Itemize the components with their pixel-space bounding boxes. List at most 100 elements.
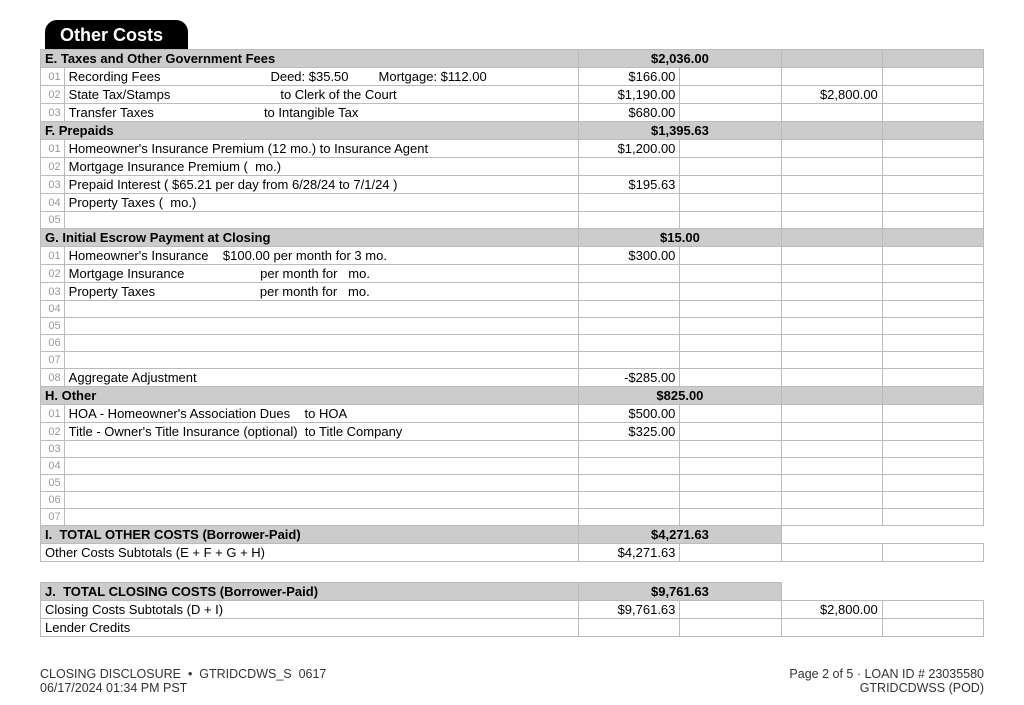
line-number: 03 — [41, 441, 65, 458]
closing-desc: Closing Costs Subtotals (D + I) — [41, 601, 579, 619]
amount-col-1 — [579, 509, 680, 526]
line-description: State Tax/Stampsto Clerk of the Court — [64, 86, 579, 104]
amount-col-2 — [680, 509, 781, 526]
amount-col-4 — [882, 509, 983, 526]
line-description: Aggregate Adjustment — [64, 369, 579, 387]
amount-col-3 — [781, 405, 882, 423]
amount-col-3 — [781, 492, 882, 509]
line-description — [64, 475, 579, 492]
line-item: 03Transfer Taxesto Intangible Tax$680.00 — [41, 104, 984, 122]
line-item: 06 — [41, 492, 984, 509]
amount-col-1: $325.00 — [579, 423, 680, 441]
amount-col-4 — [882, 475, 983, 492]
amount-col-4 — [882, 68, 983, 86]
amount-col-1 — [579, 283, 680, 301]
total-other-costs-row: I. TOTAL OTHER COSTS (Borrower-Paid)$4,2… — [41, 526, 984, 544]
amount-col-2 — [680, 475, 781, 492]
closing-line: Lender Credits — [41, 619, 984, 637]
amount-col-2 — [680, 140, 781, 158]
line-number: 05 — [41, 475, 65, 492]
amount-col-4 — [882, 369, 983, 387]
amount-col-2 — [680, 301, 781, 318]
amount-col-1 — [579, 265, 680, 283]
line-description: Title - Owner's Title Insurance (optiona… — [64, 423, 579, 441]
amount-col-2 — [680, 194, 781, 212]
amount-col-2 — [680, 405, 781, 423]
amount-col-2 — [680, 86, 781, 104]
line-item: 03 — [41, 441, 984, 458]
line-number: 02 — [41, 158, 65, 176]
amount-col-3 — [781, 301, 882, 318]
amount-col-3 — [781, 247, 882, 265]
line-item: 06 — [41, 335, 984, 352]
amount-col-1: $1,190.00 — [579, 86, 680, 104]
amount-col-1: -$285.00 — [579, 369, 680, 387]
amount-col-2 — [680, 318, 781, 335]
line-description — [64, 318, 579, 335]
amount-col-2 — [680, 492, 781, 509]
section-label: F. Prepaids — [41, 122, 579, 140]
amount-col-1 — [579, 158, 680, 176]
line-item: 04 — [41, 301, 984, 318]
amount-col-3: $2,800.00 — [781, 86, 882, 104]
amount-col-3 — [781, 458, 882, 475]
line-description — [64, 212, 579, 229]
line-number: 06 — [41, 492, 65, 509]
amount-col-4 — [882, 352, 983, 369]
amount-col-4 — [882, 283, 983, 301]
line-number: 01 — [41, 405, 65, 423]
line-item: 02Mortgage Insurance Premium ( mo.) — [41, 158, 984, 176]
line-number: 04 — [41, 301, 65, 318]
total-amount: $4,271.63 — [579, 526, 781, 544]
amount-col-4 — [882, 86, 983, 104]
line-description — [64, 335, 579, 352]
amount-col-1: $680.00 — [579, 104, 680, 122]
line-item: 04 — [41, 458, 984, 475]
amount-col-3 — [781, 212, 882, 229]
amount-col-2 — [680, 601, 781, 619]
line-item: 02Title - Owner's Title Insurance (optio… — [41, 423, 984, 441]
line-number: 01 — [41, 68, 65, 86]
footer-page-loan: Page 2 of 5 · LOAN ID # 23035580 — [789, 667, 984, 681]
line-description — [64, 352, 579, 369]
footer-timestamp: 06/17/2024 01:34 PM PST — [40, 681, 187, 695]
line-number: 02 — [41, 265, 65, 283]
footer-doc-id: CLOSING DISCLOSURE • GTRIDCDWS_S 0617 — [40, 667, 326, 681]
amount-col-2 — [680, 335, 781, 352]
line-number: 02 — [41, 423, 65, 441]
section-total: $1,395.63 — [579, 122, 781, 140]
amount-col-1 — [579, 492, 680, 509]
line-number: 01 — [41, 140, 65, 158]
amount-col-3 — [781, 140, 882, 158]
amount-col-3 — [781, 318, 882, 335]
line-item: 03Prepaid Interest ( $65.21 per day from… — [41, 176, 984, 194]
amount-col-2 — [680, 619, 781, 637]
line-item: 01Homeowner's Insurance Premium (12 mo.)… — [41, 140, 984, 158]
line-description: Homeowner's Insurance Premium (12 mo.) t… — [64, 140, 579, 158]
amount-col-3 — [781, 68, 882, 86]
amount-col-3 — [781, 475, 882, 492]
amount-col-4 — [882, 335, 983, 352]
amount-col-4 — [882, 104, 983, 122]
line-description: Transfer Taxesto Intangible Tax — [64, 104, 579, 122]
section-label: G. Initial Escrow Payment at Closing — [41, 229, 579, 247]
line-item: 01HOA - Homeowner's Association Dues to … — [41, 405, 984, 423]
amount-col-3 — [781, 352, 882, 369]
line-number: 03 — [41, 104, 65, 122]
amount-col-4 — [882, 441, 983, 458]
line-number: 01 — [41, 247, 65, 265]
line-item: 02Mortgage Insurance per month for mo. — [41, 265, 984, 283]
amount-col-4 — [882, 158, 983, 176]
amount-col-3 — [781, 509, 882, 526]
line-item: 05 — [41, 475, 984, 492]
amount-col-3 — [781, 158, 882, 176]
section-total: $825.00 — [579, 387, 781, 405]
line-description: HOA - Homeowner's Association Dues to HO… — [64, 405, 579, 423]
amount-col-3 — [781, 335, 882, 352]
line-item: 01Homeowner's Insurance $100.00 per mont… — [41, 247, 984, 265]
section-header: F. Prepaids$1,395.63 — [41, 122, 984, 140]
amount-col-3 — [781, 441, 882, 458]
section-header: G. Initial Escrow Payment at Closing$15.… — [41, 229, 984, 247]
section-label: E. Taxes and Other Government Fees — [41, 50, 579, 68]
amount-col-3 — [781, 194, 882, 212]
